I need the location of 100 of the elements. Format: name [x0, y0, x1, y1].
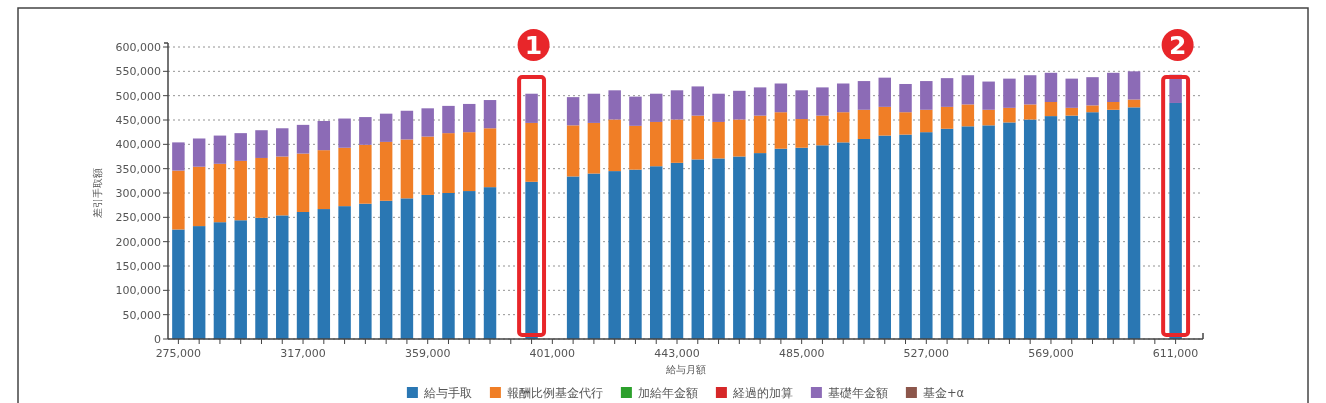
bar: [400, 198, 414, 339]
y-tick-label: 100,000: [115, 284, 161, 298]
x-axis-title: 給与月額: [664, 364, 706, 375]
bar: [483, 128, 497, 188]
bar: [629, 125, 642, 170]
bar: [566, 97, 580, 126]
bar: [213, 222, 227, 339]
y-tick-label: 600,000: [115, 41, 161, 54]
bar: [691, 115, 705, 160]
bar: [359, 144, 372, 204]
bar: [525, 122, 538, 182]
bar: [753, 153, 767, 339]
bar: [213, 135, 227, 164]
bar: [1107, 109, 1120, 339]
bar: [940, 128, 954, 339]
bar: [172, 170, 185, 230]
bar: [878, 77, 891, 107]
bar: [857, 138, 871, 339]
bar: [795, 147, 808, 339]
y-axis-title: 差引手取額: [92, 168, 103, 218]
bar: [192, 166, 206, 227]
bar: [255, 130, 268, 158]
bar: [1003, 107, 1016, 123]
bar: [982, 125, 995, 339]
bar: [795, 90, 808, 120]
bar: [753, 115, 767, 154]
bar: [816, 87, 829, 116]
bar: [213, 163, 227, 223]
bar: [483, 187, 497, 339]
bar: [1003, 122, 1016, 339]
bar: [712, 158, 725, 339]
bar: [836, 142, 850, 339]
bar: [774, 112, 788, 149]
bar: [587, 122, 601, 174]
bar: [1107, 101, 1120, 110]
legend-label: 基礎年金額: [827, 386, 888, 400]
bar: [920, 132, 933, 339]
bar: [1003, 78, 1016, 108]
bar: [733, 90, 746, 120]
legend-label: 報酬比例基金代行: [506, 386, 603, 400]
y-tick-label: 550,000: [115, 65, 161, 79]
x-tick-label: 569,000: [1028, 347, 1074, 360]
y-tick-label: 50,000: [122, 308, 161, 322]
bar: [463, 191, 476, 339]
bar: [899, 134, 912, 339]
bar: [753, 87, 767, 116]
bar: [296, 211, 310, 339]
bar: [172, 229, 185, 339]
bar: [379, 113, 393, 142]
bar: [899, 112, 912, 135]
bar: [1023, 104, 1037, 120]
bar: [442, 133, 455, 193]
bar: [525, 93, 538, 123]
bar: [379, 141, 393, 201]
y-tick-label: 200,000: [115, 235, 161, 249]
bar: [483, 100, 497, 129]
bar: [629, 96, 642, 126]
bar: [816, 115, 829, 146]
bar: [733, 119, 746, 157]
bar: [1044, 101, 1058, 117]
bar: [1044, 72, 1058, 102]
legend-label: 経過的加算: [731, 386, 793, 400]
bar: [1023, 75, 1037, 105]
x-tick-label: 611,000: [1152, 347, 1199, 360]
bar: [421, 194, 434, 339]
bar: [234, 133, 247, 161]
bar: [192, 138, 206, 167]
y-tick-label: 150,000: [115, 260, 161, 273]
bar: [338, 206, 351, 339]
bar: [463, 103, 476, 133]
bar: [587, 173, 601, 339]
bar: [276, 215, 289, 339]
bar: [1086, 105, 1099, 113]
bar: [670, 119, 684, 163]
bar: [276, 156, 289, 216]
bar: [961, 126, 975, 339]
bar: [712, 121, 725, 159]
bar: [920, 109, 933, 133]
bar: [691, 159, 705, 339]
bar: [774, 148, 788, 339]
bar: [192, 226, 206, 339]
bar: [296, 124, 310, 154]
bar: [608, 90, 621, 120]
bar: [338, 118, 351, 148]
bar: [1127, 71, 1141, 100]
bar: [317, 209, 331, 339]
bar: [234, 220, 247, 339]
x-tick-label: 317,000: [280, 347, 326, 360]
bar: [421, 136, 434, 195]
bar: [649, 93, 663, 122]
bar: [255, 217, 268, 339]
bar: [296, 153, 310, 212]
x-tick-label: 485,000: [778, 347, 825, 360]
bar: [317, 120, 331, 151]
bar: [172, 142, 185, 171]
bar: [940, 106, 954, 129]
x-tick-label: 527,000: [903, 347, 950, 360]
bar: [899, 83, 912, 113]
legend-label: 加給年金額: [637, 386, 698, 400]
bar: [1107, 72, 1120, 102]
